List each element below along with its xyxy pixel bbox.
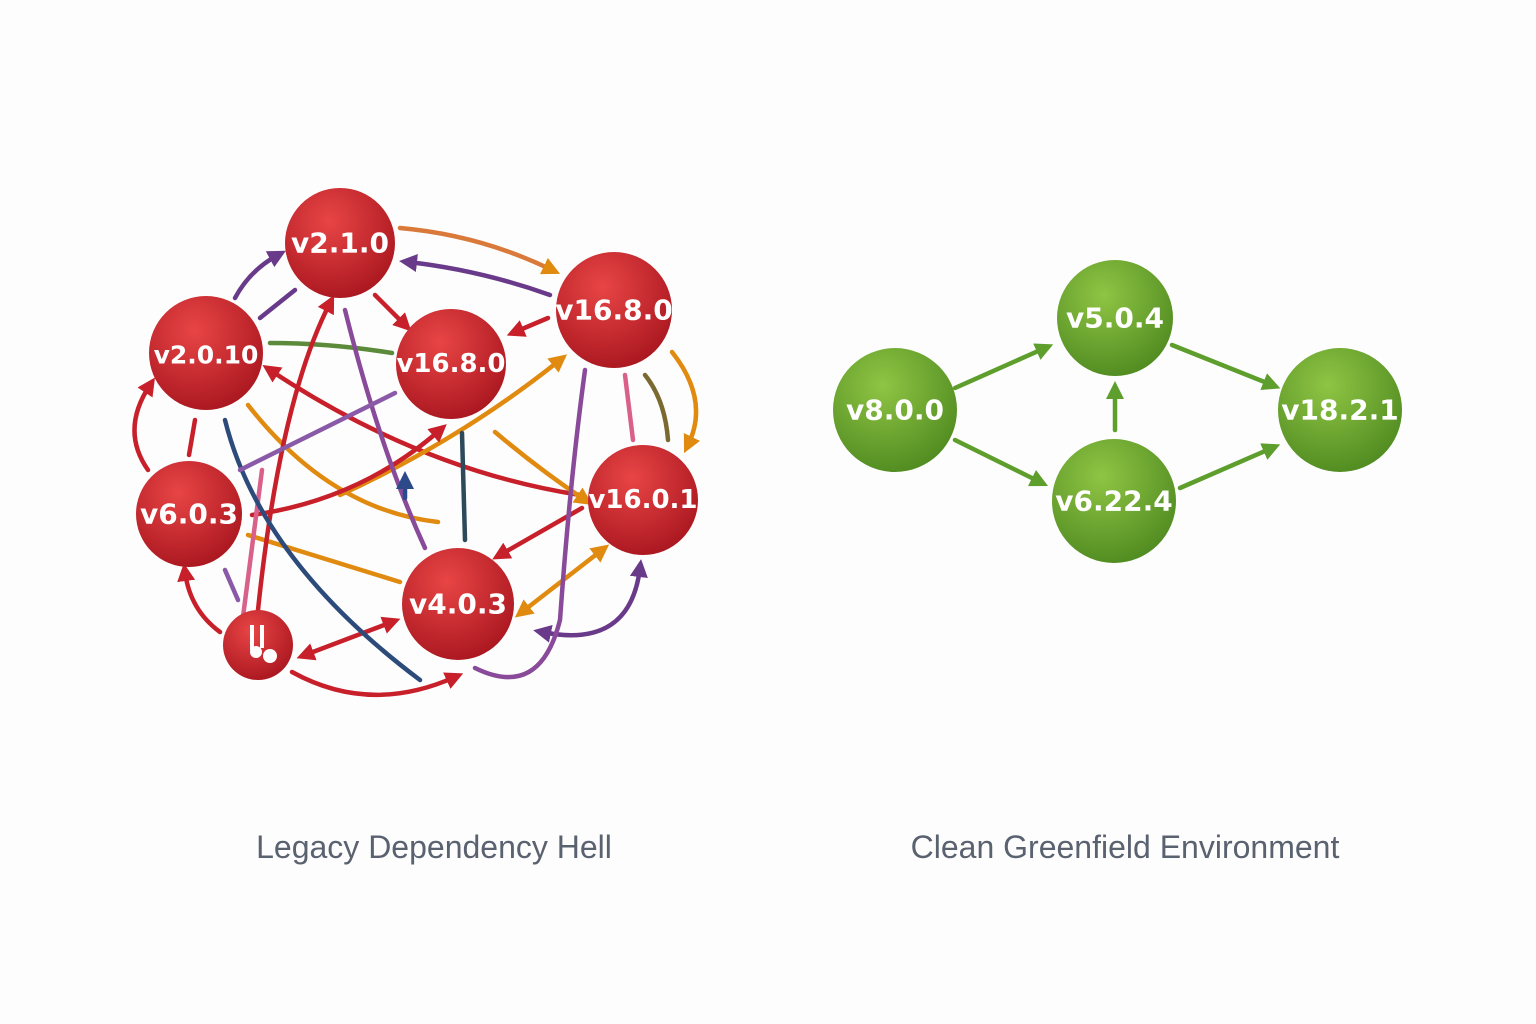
node-label: v8.0.0 bbox=[846, 394, 944, 427]
clean-nodes: v8.0.0 v5.0.4 v6.22.4 v18.2.1 bbox=[833, 260, 1402, 563]
node bbox=[1057, 260, 1173, 376]
caption: Legacy Dependency Hell bbox=[256, 829, 612, 865]
node-label: v6.0.3 bbox=[140, 498, 238, 531]
node bbox=[285, 188, 395, 298]
node-label: v6.22.4 bbox=[1055, 485, 1172, 518]
node bbox=[396, 309, 506, 419]
icon-node bbox=[223, 610, 293, 680]
node-label: v16.8.0 bbox=[555, 294, 672, 327]
node bbox=[1052, 439, 1176, 563]
node-label: v4.0.3 bbox=[409, 588, 507, 621]
node-label: v2.1.0 bbox=[291, 227, 389, 260]
node bbox=[833, 348, 957, 472]
caption: Clean Greenfield Environment bbox=[911, 829, 1340, 865]
node bbox=[588, 445, 698, 555]
node bbox=[149, 296, 263, 410]
clean-edges bbox=[952, 342, 1281, 491]
node-label: v16.0.1 bbox=[588, 485, 697, 515]
node-label: v16.8.0 bbox=[396, 349, 505, 379]
node bbox=[136, 461, 242, 567]
node-label: v5.0.4 bbox=[1066, 302, 1164, 335]
node-label: v18.2.1 bbox=[1281, 394, 1398, 427]
legacy-nodes: v2.1.0 v2.0.10 v16.8.0 v16.8.0 v6.0.3 v1… bbox=[136, 188, 698, 680]
icon bbox=[250, 625, 277, 663]
node bbox=[402, 548, 514, 660]
node bbox=[1278, 348, 1402, 472]
legacy-edges bbox=[132, 225, 701, 697]
node bbox=[556, 252, 672, 368]
node-label: v2.0.10 bbox=[154, 341, 259, 370]
